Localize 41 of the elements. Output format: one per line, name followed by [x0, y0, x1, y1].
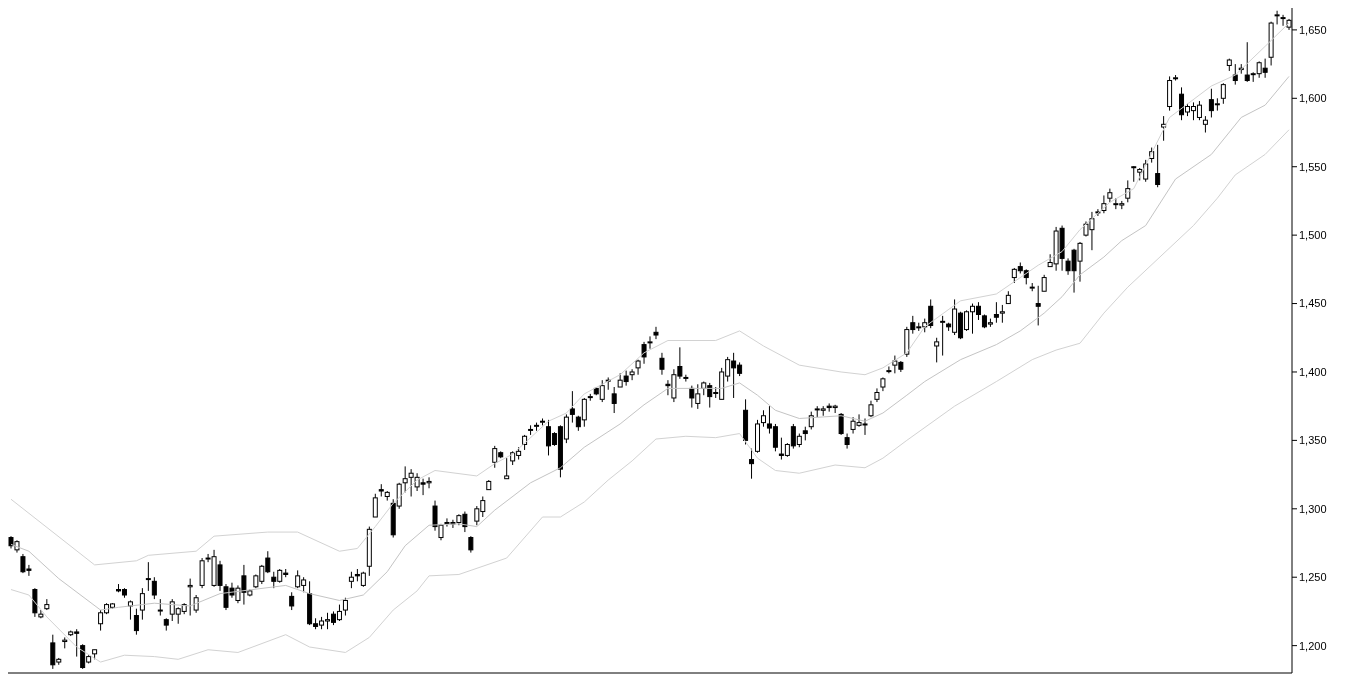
y-tick-label: 1,200 — [1299, 639, 1327, 652]
candlestick — [1155, 144, 1161, 188]
candlestick — [940, 315, 946, 357]
candlestick — [504, 457, 510, 480]
y-tick-label: 1,450 — [1299, 297, 1327, 310]
candlestick — [1220, 82, 1226, 105]
y-tick-label: 1,350 — [1299, 434, 1327, 447]
candlestick — [1232, 63, 1238, 86]
candlestick — [844, 433, 850, 450]
candlestick — [151, 576, 157, 600]
candlestick — [402, 465, 408, 493]
candlestick — [145, 561, 151, 592]
y-tick-label: 1,300 — [1299, 502, 1327, 515]
candlestick — [838, 412, 844, 436]
candlestick — [1280, 14, 1286, 27]
candlestick — [611, 386, 617, 414]
y-tick-label: 1,400 — [1299, 365, 1327, 378]
candlestick — [127, 599, 133, 621]
candlestick — [653, 326, 659, 340]
candlestick — [139, 587, 145, 621]
candlestick — [993, 301, 999, 324]
candlestick — [372, 493, 378, 518]
candlestick — [187, 578, 193, 617]
candlestick — [934, 337, 940, 363]
candlestick — [647, 335, 653, 350]
line-series — [10, 22, 1290, 566]
y-tick-label: 1,650 — [1299, 23, 1327, 36]
candlestick — [749, 448, 755, 480]
candlestick — [629, 368, 635, 381]
y-tick-label: 1,550 — [1299, 160, 1327, 173]
candlestick — [32, 587, 38, 618]
candlestick — [569, 390, 575, 424]
candlestick — [1274, 10, 1280, 25]
line-series — [10, 129, 1290, 663]
candlestick — [659, 352, 665, 376]
y-tick-label: 1,600 — [1299, 92, 1327, 105]
candlestick — [133, 608, 139, 636]
y-tick-label: 1,500 — [1299, 229, 1327, 242]
y-tick-label: 1,250 — [1299, 571, 1327, 584]
candlestick — [886, 366, 892, 374]
candlestick — [1035, 285, 1041, 326]
